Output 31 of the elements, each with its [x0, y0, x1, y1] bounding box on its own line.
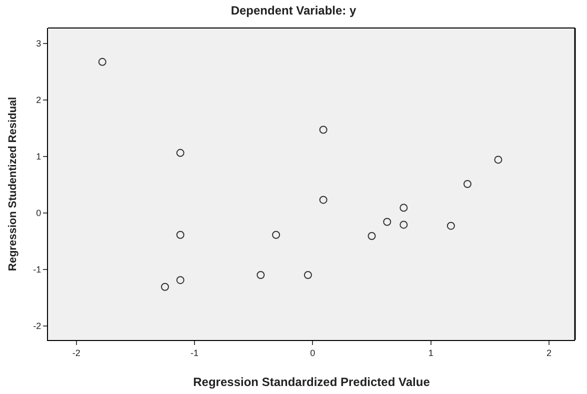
point — [272, 230, 280, 239]
point — [368, 232, 376, 240]
point — [383, 218, 392, 226]
point — [176, 276, 184, 284]
x-tick-label: 0 — [310, 348, 316, 358]
point — [400, 220, 408, 229]
y-tick-label: 0 — [36, 208, 42, 218]
y-tick-label: 3 — [36, 38, 42, 48]
x-axis-title: Regression Standardized Predicted Value — [193, 375, 430, 389]
point — [446, 222, 455, 230]
point — [98, 58, 106, 66]
y-tick-label: 2 — [36, 94, 42, 105]
point — [494, 156, 502, 164]
point — [176, 230, 184, 239]
x-tick-label: 2 — [546, 348, 552, 358]
y-axis-title: Regression Studentized Residual — [7, 96, 19, 272]
x-tick-label: -1 — [190, 348, 199, 358]
point — [256, 271, 265, 279]
y-tick-label: 1 — [36, 151, 42, 162]
point — [319, 196, 328, 204]
y-tick-label: -1 — [33, 264, 42, 274]
x-tick-label: 1 — [428, 348, 434, 358]
point — [463, 180, 472, 188]
point — [400, 204, 408, 212]
chart-title: Dependent Variable: y — [230, 3, 357, 18]
y-tick-label: -2 — [33, 321, 42, 332]
x-tick-label: -2 — [72, 348, 80, 358]
point — [319, 126, 328, 134]
point — [160, 282, 169, 291]
point — [176, 148, 184, 157]
point — [304, 271, 312, 279]
